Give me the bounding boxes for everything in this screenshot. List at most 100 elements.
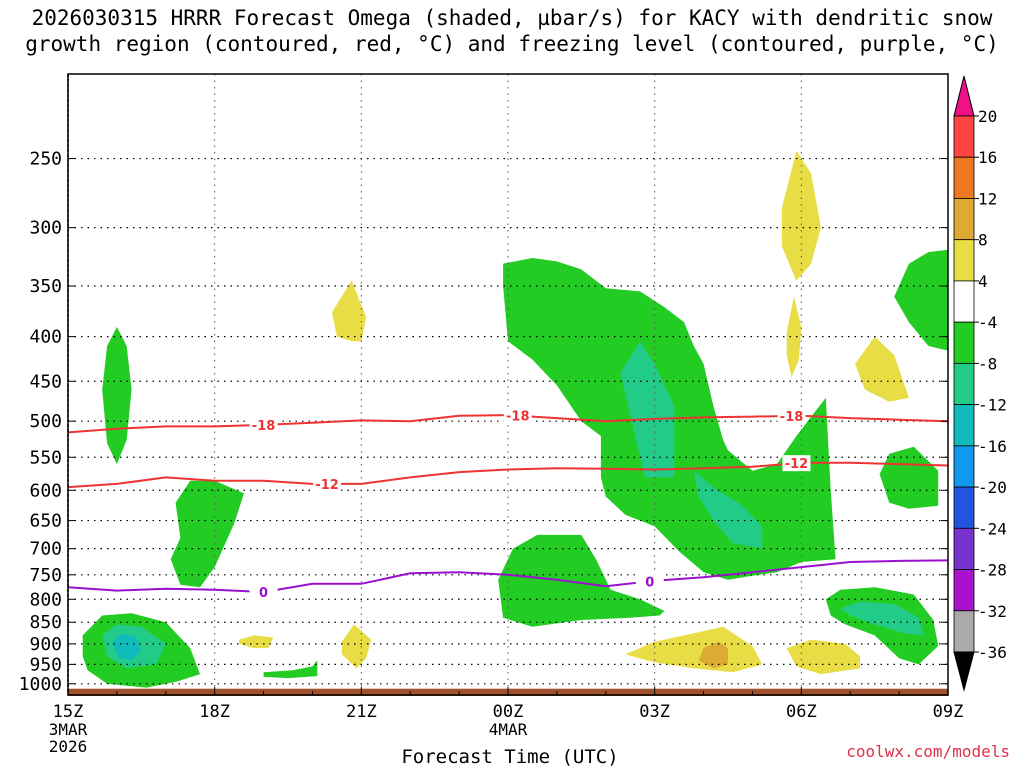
x-tick-label-00Z: 00Z xyxy=(493,702,524,722)
x-tick-sublabel: 3MAR xyxy=(49,720,88,739)
chart-title-line2: growth region (contoured, red, °C) and f… xyxy=(25,32,999,56)
colorbar-top-arrow xyxy=(953,75,975,117)
contour-label-isotherm-minus-12: -12 xyxy=(785,457,809,472)
y-tick-label-850: 850 xyxy=(29,612,62,633)
contour-label-bg xyxy=(503,407,532,424)
colorbar-label--20: -20 xyxy=(978,478,1007,497)
contour-label-isotherm-minus-18: -18 xyxy=(780,410,804,425)
y-tick-label-500: 500 xyxy=(29,411,62,432)
x-tick-label-21Z: 21Z xyxy=(346,702,377,722)
colorbar-bin xyxy=(953,569,975,612)
y-tick-label-650: 650 xyxy=(29,511,62,532)
colorbar-label-12: 12 xyxy=(978,189,997,208)
omega-region-ascent-core-0200z xyxy=(620,341,675,478)
omega-region-upper-right-cell xyxy=(894,249,948,351)
omega-region-small-low-cell xyxy=(263,660,318,679)
y-tick-label-300: 300 xyxy=(29,218,62,239)
omega-region-ascent-core-0400z xyxy=(693,470,763,549)
contour-label-isotherm-minus-18: -18 xyxy=(252,419,276,434)
omega-region-cell-1700z xyxy=(170,480,244,588)
colorbar-bin xyxy=(953,115,975,158)
omega-region-left-mid-column xyxy=(102,327,132,465)
y-tick-label-600: 600 xyxy=(29,480,62,501)
contour-label-bg xyxy=(313,475,342,492)
colorbar-bin xyxy=(953,321,975,364)
y-tick-label-400: 400 xyxy=(29,327,62,348)
y-tick-label-350: 350 xyxy=(29,276,62,297)
colorbar-label--16: -16 xyxy=(978,437,1007,456)
y-tick-label-250: 250 xyxy=(29,149,62,170)
omega-region-low-left-center xyxy=(112,633,142,661)
colorbar-bin xyxy=(953,280,975,323)
colorbar-bottom-arrow xyxy=(953,651,975,692)
contours: -18 -18 -18 -12 -12 0 0 xyxy=(67,407,949,601)
contour-freezing-level xyxy=(67,559,949,594)
contour-label-freezing-level: 0 xyxy=(259,586,268,601)
colorbar-bin xyxy=(953,156,975,199)
y-tick-label-450: 450 xyxy=(29,371,62,392)
colorbar-label--12: -12 xyxy=(978,396,1007,415)
colorbar-bin xyxy=(953,362,975,406)
colorbar-label--4: -4 xyxy=(978,313,997,332)
x-tick-sublabel2: 2026 xyxy=(49,737,88,756)
contour-label-bg xyxy=(249,584,278,601)
colorbar-bin xyxy=(953,445,975,488)
colorbar-bin xyxy=(953,610,975,653)
contour-label-bg xyxy=(777,407,806,424)
omega-region-descent-0700z xyxy=(855,336,909,402)
colorbar-label-20: 20 xyxy=(978,107,997,126)
y-tick-label-750: 750 xyxy=(29,565,62,586)
colorbar-bin xyxy=(953,198,975,241)
omega-region-descent-2100z-lower xyxy=(341,624,372,669)
omega-region-small-descent-0500z xyxy=(786,296,802,377)
colorbar-bin xyxy=(953,527,975,570)
colorbar-label-4: 4 xyxy=(978,272,988,291)
x-tick-label-09Z: 09Z xyxy=(933,702,964,722)
omega-region-tall-descent-0600z xyxy=(781,150,821,281)
omega-region-descent-0400z xyxy=(625,626,763,673)
omega-region-low-ascent-0000z xyxy=(498,534,665,627)
chart-title-line1: 2026030315 HRRR Forecast Omega (shaded, … xyxy=(31,6,993,30)
omega-region-lower-right-core xyxy=(840,601,924,636)
contour-label-bg xyxy=(635,573,664,590)
x-tick-label-03Z: 03Z xyxy=(639,702,670,722)
x-tick-label-18Z: 18Z xyxy=(199,702,230,722)
x-tick-label-15Z: 15Z xyxy=(53,702,84,722)
gridlines xyxy=(68,74,948,695)
x-axis-title: Forecast Time (UTC) xyxy=(401,746,618,768)
credit-link[interactable]: coolwx.com/models xyxy=(846,742,1010,761)
omega-region-right-mid-cell xyxy=(879,446,939,509)
contour-label-bg xyxy=(782,455,811,472)
x-tick-sublabel: 4MAR xyxy=(489,720,528,739)
colorbar-bin xyxy=(953,486,975,529)
x-tick-label-06Z: 06Z xyxy=(786,702,817,722)
y-tick-label-1000: 1000 xyxy=(19,674,62,695)
y-tick-label-900: 900 xyxy=(29,634,62,655)
contour-label-isotherm-minus-18: -18 xyxy=(506,410,530,425)
y-tick-label-700: 700 xyxy=(29,539,62,560)
omega-region-descent-1900z xyxy=(239,635,274,649)
contour-label-freezing-level: 0 xyxy=(645,575,654,590)
colorbar-label--8: -8 xyxy=(978,354,997,373)
colorbar-label--28: -28 xyxy=(978,561,1007,580)
omega-region-descent-0400z-core xyxy=(698,641,728,669)
colorbar-label-8: 8 xyxy=(978,231,988,250)
y-tick-label-950: 950 xyxy=(29,654,62,675)
colorbar-bin xyxy=(953,239,975,282)
colorbar-label--32: -32 xyxy=(978,602,1007,621)
colorbar-label-16: 16 xyxy=(978,148,997,167)
colorbar-label--36: -36 xyxy=(978,643,1007,662)
y-axis: 2503003504004505005506006507007508008509… xyxy=(19,149,948,695)
y-tick-label-800: 800 xyxy=(29,589,62,610)
omega-region-descent-2100z-upper xyxy=(332,280,367,342)
colorbar-bin xyxy=(953,404,975,447)
y-tick-label-550: 550 xyxy=(29,447,62,468)
omega-region-descent-0630z xyxy=(786,639,860,675)
colorbar: 20 16 12 8 4 -4 -8 -12 -16 -20 -24 -28 -32 -36 xyxy=(953,75,1007,692)
colorbar-label--24: -24 xyxy=(978,519,1007,538)
contour-label-isotherm-minus-12: -12 xyxy=(315,478,339,493)
contour-label-bg xyxy=(249,416,278,433)
